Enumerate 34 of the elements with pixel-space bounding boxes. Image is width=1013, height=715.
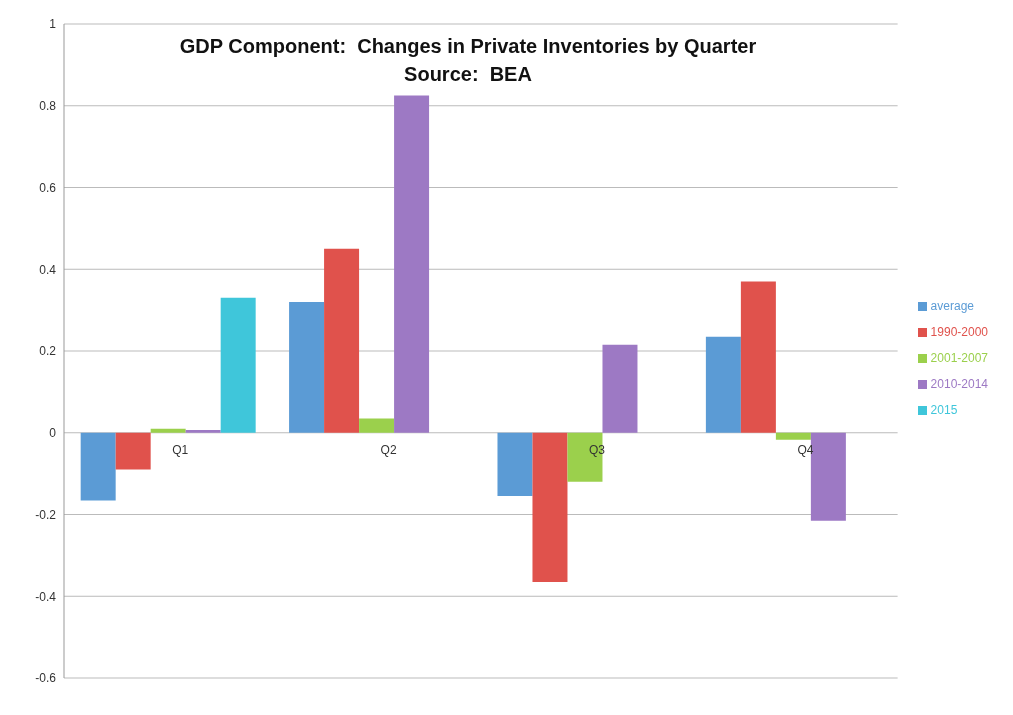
bar <box>705 336 741 433</box>
legend-label: 2001-2007 <box>930 351 988 365</box>
bar <box>150 428 186 433</box>
bar <box>740 281 776 433</box>
y-tick-label: -0.4 <box>35 589 57 604</box>
legend-label: 2010-2014 <box>930 377 988 391</box>
bar <box>602 344 638 433</box>
bar <box>567 432 603 482</box>
bar <box>775 432 811 440</box>
y-tick-label: 0.6 <box>39 180 57 195</box>
text: Source: BEA <box>403 62 533 87</box>
bar <box>80 432 116 501</box>
bar <box>532 432 568 582</box>
bar <box>185 429 221 433</box>
bar <box>324 248 360 433</box>
bar <box>497 432 533 497</box>
y-tick-label: -0.2 <box>35 507 57 522</box>
text: GDP Component: Changes in Private Inventories by Quarter <box>178 34 758 59</box>
bar <box>359 418 395 433</box>
legend-label: 1990-2000 <box>930 325 988 339</box>
legend-label: average <box>930 299 974 313</box>
y-tick-label: 0.8 <box>39 99 57 114</box>
y-tick-label: 1 <box>49 17 57 32</box>
y-tick-label: 0.2 <box>39 344 57 359</box>
y-tick-label: 0.4 <box>39 262 57 277</box>
bar <box>115 432 151 470</box>
bar <box>394 95 430 433</box>
x-tick-label: Q1 <box>172 442 189 457</box>
legend-label: 2015 <box>930 403 958 417</box>
x-tick-label: Q2 <box>380 442 397 457</box>
y-tick-label: -0.6 <box>35 671 57 686</box>
bar <box>289 301 325 433</box>
bar <box>220 297 256 433</box>
y-tick-label: 0 <box>49 426 57 441</box>
